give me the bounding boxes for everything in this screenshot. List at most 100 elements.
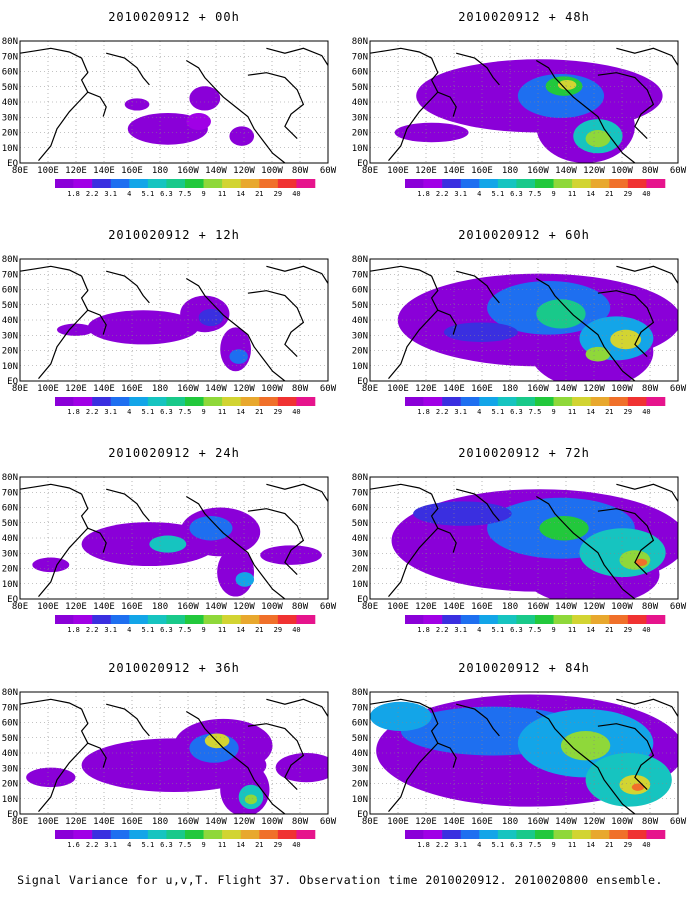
variance-contour — [235, 572, 255, 587]
lat-lon-grid — [20, 41, 328, 163]
colorbar-label: 3.1 — [104, 408, 117, 416]
lat-tick-label: EQ — [7, 159, 18, 169]
lon-tick-label: 120E — [415, 817, 437, 827]
lat-tick-label: 30N — [2, 331, 18, 341]
lat-tick-label: 50N — [352, 734, 368, 744]
colorbar-swatch — [55, 397, 74, 406]
lon-tick-label: 120E — [65, 817, 87, 827]
colorbar-label: 14 — [236, 626, 244, 634]
colorbar-label: 21 — [255, 408, 263, 416]
colorbar-swatch — [55, 179, 74, 188]
lat-tick-label: EQ — [357, 159, 368, 169]
colorbar-swatch — [516, 615, 536, 624]
colorbar-swatch — [129, 179, 149, 188]
coastline — [20, 265, 328, 381]
coastline-path — [266, 698, 328, 717]
lon-tick-label: 140W — [205, 602, 227, 612]
colorbar-label: 21 — [255, 190, 263, 198]
lon-tick-label: 120W — [583, 602, 605, 612]
lon-tick-label: 60W — [320, 166, 337, 176]
panel-title: 2010020912 + 00h — [108, 10, 240, 24]
lon-tick-label: 160W — [177, 384, 199, 394]
colorbar-swatch — [553, 397, 573, 406]
colorbar-label: 40 — [292, 626, 300, 634]
colorbar-swatch — [535, 397, 554, 406]
colorbar-swatch — [460, 179, 480, 188]
coastline-path — [106, 270, 150, 304]
colorbar-swatch — [479, 615, 499, 624]
colorbar: 1.6 2.2 3.1 4 5.1 6.3 7.5 9 11 14 21 29 40 — [55, 830, 316, 849]
colorbar-label: 3.1 — [454, 408, 467, 416]
colorbar-swatch — [296, 397, 316, 406]
coastline-path — [616, 483, 678, 502]
lat-lon-grid — [370, 41, 678, 163]
colorbar-label: 7.5 — [529, 408, 542, 416]
coastline-path — [437, 527, 457, 553]
colorbar-label: 4 — [477, 626, 481, 634]
colorbar-swatch — [55, 830, 74, 839]
lon-tick-label: 60W — [670, 602, 687, 612]
colorbar-label: 29 — [624, 408, 632, 416]
colorbar-label: 14 — [236, 408, 244, 416]
lat-tick-label: 30N — [2, 113, 18, 123]
colorbar-label: 40 — [292, 408, 300, 416]
colorbar-label: 40 — [642, 408, 650, 416]
lon-tick-label: 140W — [205, 817, 227, 827]
lon-tick-label: 140E — [93, 166, 115, 176]
colorbar-swatch — [572, 397, 592, 406]
colorbar-swatch — [535, 615, 554, 624]
colorbar-label: 6.3 — [160, 841, 173, 849]
lon-tick-label: 140W — [555, 384, 577, 394]
lat-tick-label: 40N — [2, 534, 18, 544]
map-panel: 2010020912 + 84h EQ 10N 20N 30N 40N 50N 60N 70N 8… — [352, 661, 687, 849]
lon-tick-label: 160E — [471, 384, 493, 394]
colorbar-swatch — [203, 830, 223, 839]
colorbar-label: 7.5 — [529, 190, 542, 198]
lon-tick-label: 80E — [362, 384, 378, 394]
lat-tick-label: 30N — [352, 113, 368, 123]
colorbar-label: 4 — [127, 626, 131, 634]
lat-tick-label: EQ — [7, 377, 18, 387]
variance-field — [370, 694, 678, 807]
panel-title: 2010020912 + 84h — [458, 661, 590, 675]
colorbar-swatch — [627, 830, 647, 839]
map-panel: 2010020912 + 12h EQ 10N 20N 30N 40N 50N 60N 70N 8… — [2, 228, 337, 416]
colorbar-label: 40 — [642, 190, 650, 198]
colorbar-swatch — [92, 830, 112, 839]
lat-lon-grid — [20, 477, 328, 599]
colorbar-swatch — [203, 397, 223, 406]
colorbar-swatch — [423, 179, 443, 188]
variance-field — [397, 273, 678, 381]
coastline-path — [185, 59, 286, 163]
variance-contour — [631, 783, 645, 791]
lat-lon-grid — [370, 477, 678, 599]
coastline-path — [20, 483, 89, 597]
lat-tick-label: 30N — [2, 764, 18, 774]
variance-contour — [560, 731, 611, 761]
colorbar-swatch — [590, 179, 610, 188]
lon-tick-label: 80E — [362, 817, 378, 827]
colorbar-swatch — [259, 830, 279, 839]
colorbar-swatch — [185, 397, 204, 406]
colorbar-label: 40 — [642, 626, 650, 634]
colorbar-label: 14 — [586, 841, 594, 849]
colorbar-label: 5.1 — [492, 841, 505, 849]
variance-field — [394, 59, 663, 163]
colorbar-label: 11 — [218, 626, 226, 634]
colorbar-swatch — [73, 397, 93, 406]
colorbar-swatch — [516, 830, 536, 839]
map-frame — [19, 476, 329, 600]
lat-lon-grid — [370, 692, 678, 814]
colorbar-label: 21 — [255, 841, 263, 849]
colorbar-swatch — [497, 397, 517, 406]
coastline — [20, 483, 328, 599]
variance-contour — [149, 535, 187, 553]
colorbar-swatch — [222, 615, 242, 624]
colorbar-label: 21 — [605, 626, 613, 634]
variance-contour — [517, 73, 605, 118]
colorbar-label: 11 — [218, 190, 226, 198]
lon-tick-label: 100E — [37, 384, 59, 394]
colorbar-label: 1.8 — [67, 408, 80, 416]
lon-tick-label: 140E — [443, 166, 465, 176]
